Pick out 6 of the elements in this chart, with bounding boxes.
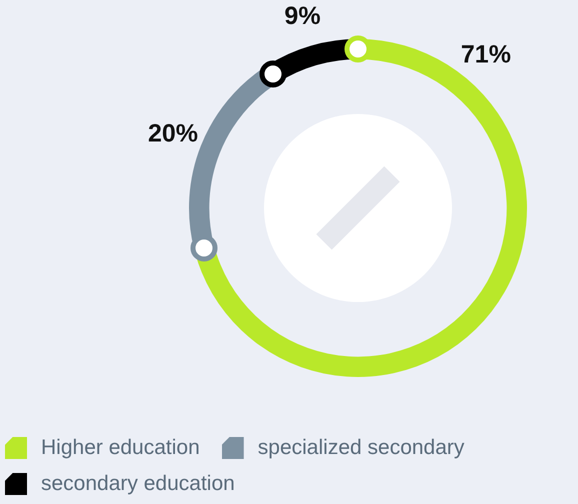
data-label: 9% bbox=[284, 2, 321, 30]
legend-label: Higher education bbox=[41, 436, 200, 460]
legend-label: specialized secondary bbox=[258, 436, 464, 460]
data-label: 71% bbox=[460, 40, 511, 68]
data-label: 20% bbox=[148, 120, 198, 148]
legend-label: secondary education bbox=[41, 472, 235, 496]
